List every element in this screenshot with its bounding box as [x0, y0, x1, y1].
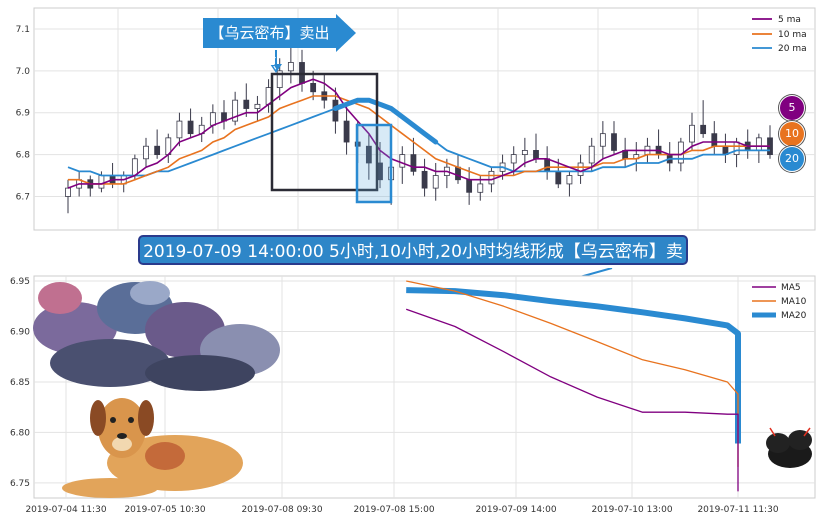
candle-body	[176, 120, 183, 139]
bottom-y-tick-label: 6.75	[10, 479, 30, 489]
ma-line-chart: 6.756.806.856.906.95 2019-07-04 11:30 201…	[10, 268, 816, 515]
candle-body	[544, 158, 551, 172]
callout-label: 【乌云密布】卖出点	[203, 18, 336, 72]
callout-arrow-icon	[336, 14, 356, 52]
candle-body	[365, 145, 372, 164]
bottom-y-tick-label: 6.95	[10, 277, 30, 287]
candle-body	[287, 62, 294, 72]
legend-5ma: 5 ma	[778, 15, 801, 25]
candle-body	[276, 70, 283, 88]
candle-body	[343, 120, 350, 143]
bottom-x-ticks: 2019-07-04 11:30 2019-07-05 10:30 2019-07-…	[25, 505, 778, 515]
storm-cloud-illustration	[33, 281, 280, 391]
candle-body	[455, 166, 461, 181]
candle-body	[588, 145, 595, 164]
candle-body	[209, 112, 216, 126]
candle-body	[566, 175, 573, 185]
bottom-y-ticks: 6.75 6.80 6.85 6.90 6.95	[10, 277, 30, 489]
dog-illustration	[62, 398, 243, 498]
top-ma-lines	[67, 78, 770, 189]
bottom-y-tick-label: 6.80	[10, 428, 30, 438]
legend-ma5: MA5	[781, 283, 801, 293]
top-ma10-line	[68, 95, 770, 185]
ma20-badge: 20	[779, 146, 805, 172]
candle-body	[265, 87, 272, 105]
candle-body	[488, 170, 495, 185]
candle-body	[421, 170, 428, 189]
bottom-x-tick-label: 2019-07-08 15:00	[353, 505, 434, 515]
candle-body	[700, 124, 707, 135]
top-ma5-line	[67, 78, 770, 189]
bottom-x-tick-label: 2019-07-08 09:30	[241, 505, 322, 515]
candle-body	[143, 145, 149, 160]
candle-body	[510, 154, 517, 164]
candlestick-chart: 6.7 6.8 6.9 7.0 7.1 5 ma 10 ma 20 ma	[16, 7, 816, 231]
candle-body	[410, 154, 417, 172]
bottom-y-tick-label: 6.90	[10, 328, 30, 338]
signal-banner: 2019-07-09 14:00:00 5小时,10小时,20小时均线形成【乌云…	[138, 235, 688, 292]
candle-body	[399, 154, 406, 168]
top-y-tick-label: 7.1	[16, 25, 30, 35]
candle-body	[599, 133, 606, 147]
ma5-badge: 5	[779, 95, 805, 121]
top-y-tick-label: 6.8	[16, 151, 31, 161]
dark-cloud-icon	[766, 427, 812, 468]
candle-body	[232, 99, 239, 122]
dark-cloud-box-blue	[355, 123, 393, 204]
candle-body	[689, 124, 695, 143]
bottom-ma-lines	[405, 280, 741, 492]
top-y-ticks: 6.7 6.8 6.9 7.0 7.1	[16, 25, 31, 203]
top-y-tick-label: 6.7	[16, 192, 30, 202]
bottom-x-tick-label: 2019-07-05 10:30	[124, 505, 205, 515]
candle-body	[154, 145, 161, 156]
top-y-tick-label: 7.0	[16, 67, 31, 77]
candle-body	[611, 133, 617, 151]
candle-body	[477, 183, 484, 193]
candle-body	[98, 175, 105, 189]
candle-body	[310, 82, 317, 93]
candle-body	[65, 187, 71, 197]
candle-body	[711, 133, 718, 147]
candle-body	[521, 150, 528, 156]
ma10-badge: 10	[779, 121, 805, 147]
candle-body	[243, 99, 250, 109]
legend-10ma: 10 ma	[778, 30, 807, 40]
top-ma20-highlight	[332, 97, 439, 145]
candle-body	[577, 162, 584, 176]
bottom-ma5-line	[405, 308, 739, 492]
candle-body	[555, 170, 562, 185]
candle-body	[533, 150, 539, 160]
bottom-legend: MA5 MA10 MA20	[752, 283, 807, 321]
callout-pointer-arrow	[270, 50, 282, 73]
candle-body	[254, 103, 261, 109]
candle-body	[755, 137, 762, 151]
top-legend: 5 ma 10 ma 20 ma	[752, 15, 807, 54]
legend-ma10: MA10	[781, 297, 807, 307]
bottom-x-tick-label: 2019-07-10 13:00	[591, 505, 672, 515]
candle-body	[187, 120, 194, 135]
dark-cloud-box-black	[270, 72, 379, 192]
bottom-x-tick-label: 2019-07-11 11:30	[697, 505, 778, 515]
top-grid	[34, 8, 815, 230]
bottom-y-tick-label: 6.85	[10, 378, 30, 388]
candle-body	[466, 179, 473, 193]
candle-body	[733, 141, 740, 156]
candle-body	[432, 175, 439, 189]
legend-ma20: MA20	[781, 311, 807, 321]
bottom-x-tick-label: 2019-07-04 11:30	[25, 505, 106, 515]
bottom-x-tick-label: 2019-07-09 14:00	[475, 505, 556, 515]
top-y-tick-label: 6.9	[16, 109, 31, 119]
candle-body	[131, 158, 138, 176]
legend-20ma: 20 ma	[778, 44, 807, 54]
